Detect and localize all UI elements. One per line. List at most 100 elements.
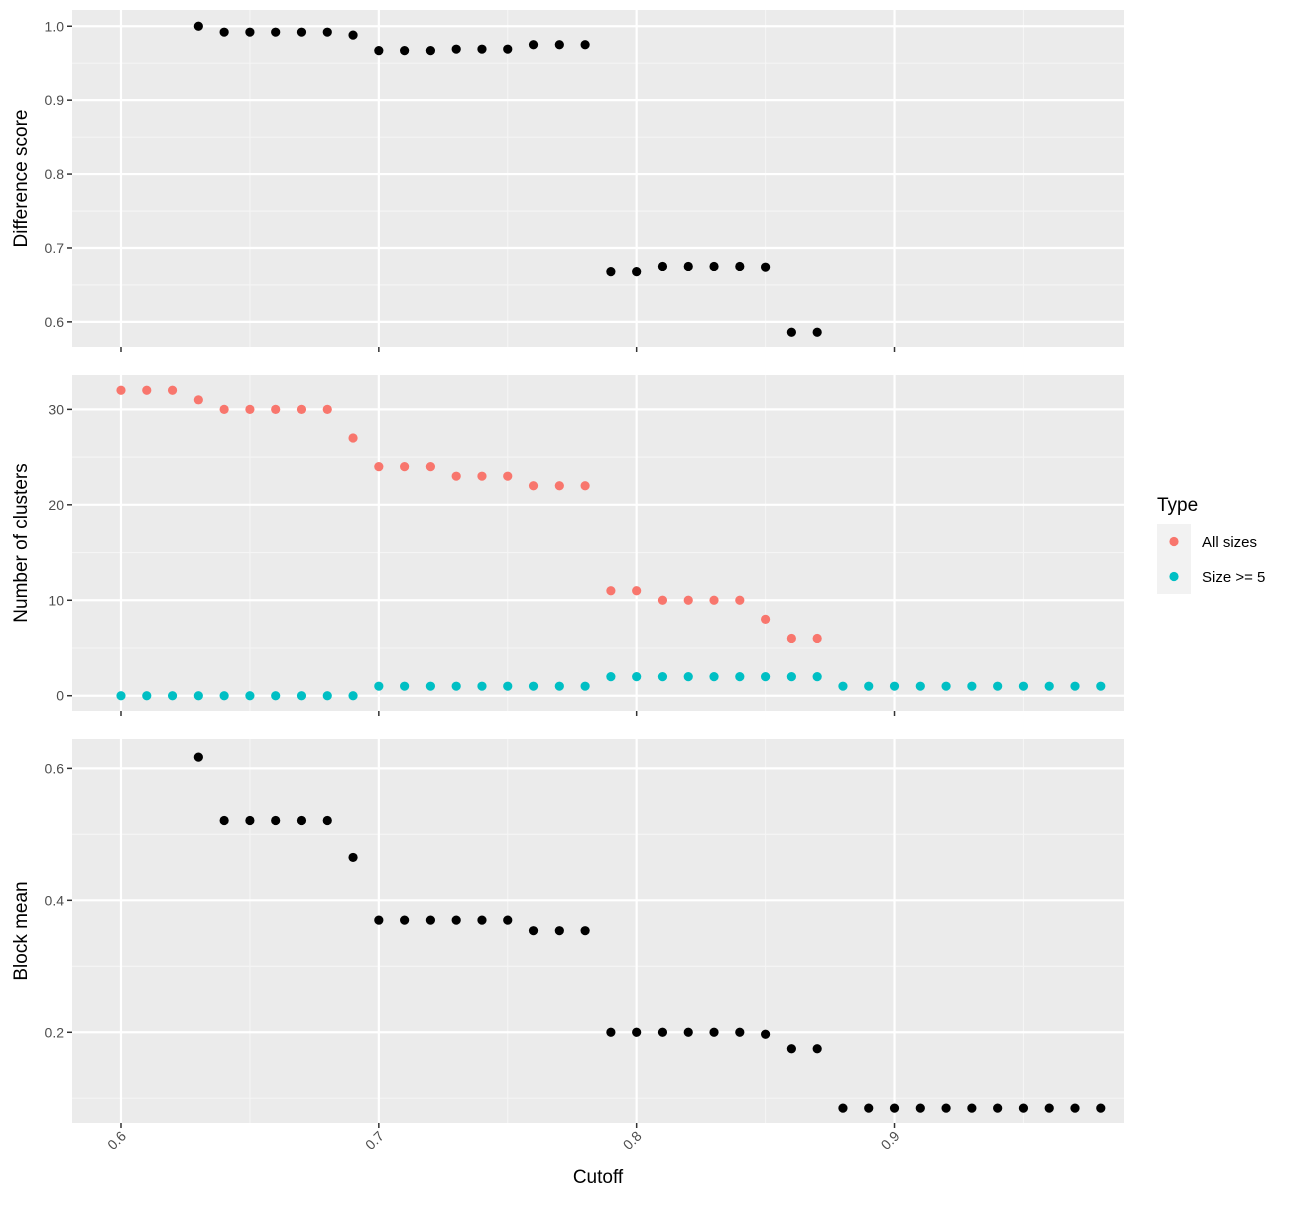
series-all-sizes — [116, 385, 822, 644]
y-tick-label: 0.2 — [45, 1024, 65, 1040]
data-point — [580, 40, 590, 50]
x-tick-label: 0.6 — [104, 1128, 129, 1153]
data-point — [296, 815, 307, 826]
legend: Type All sizes Size >= 5 — [1157, 495, 1265, 594]
data-point — [993, 681, 1003, 691]
data-point — [528, 926, 539, 936]
data-point — [167, 691, 178, 701]
data-point — [245, 404, 255, 414]
data-point — [193, 752, 203, 762]
data-point — [683, 261, 693, 272]
data-point — [838, 1103, 848, 1113]
data-point — [1044, 681, 1054, 691]
data-point — [554, 926, 564, 936]
data-point — [374, 46, 384, 56]
data-point — [709, 595, 719, 605]
data-point — [400, 462, 410, 472]
data-point — [760, 1029, 771, 1039]
data-point — [606, 1027, 616, 1037]
data-point — [348, 852, 358, 863]
data-point — [425, 915, 436, 925]
data-point — [735, 261, 745, 272]
data-point — [348, 691, 358, 701]
data-point — [967, 1103, 977, 1113]
data-point — [400, 915, 410, 925]
data-point — [503, 915, 513, 925]
data-point — [528, 681, 539, 691]
legend-label: Size >= 5 — [1202, 569, 1265, 586]
data-point — [1096, 681, 1106, 691]
legend-label: All sizes — [1202, 534, 1257, 551]
data-point — [993, 1103, 1003, 1113]
data-point — [967, 681, 977, 691]
y-axis-title: Block mean — [11, 881, 32, 980]
legend-key-dot — [1169, 536, 1179, 547]
data-point — [915, 681, 925, 691]
y-tick-label: 1.0 — [45, 18, 65, 34]
data-point — [116, 691, 126, 701]
panel-background — [72, 739, 1124, 1123]
data-point — [451, 44, 461, 54]
data-point — [245, 815, 255, 826]
data-point — [451, 471, 461, 481]
data-point — [580, 926, 590, 936]
data-point — [606, 267, 616, 277]
data-point — [1096, 1103, 1106, 1113]
data-point — [116, 385, 126, 395]
x-tick-label: 0.9 — [878, 1128, 903, 1153]
y-tick-label: 10 — [48, 592, 64, 608]
data-point — [683, 595, 693, 605]
data-point — [322, 404, 332, 414]
data-point — [477, 915, 487, 925]
data-point — [219, 404, 229, 414]
y-tick-label: 0.9 — [45, 92, 65, 108]
data-point — [296, 404, 307, 414]
data-point — [735, 672, 745, 682]
data-point — [580, 481, 590, 491]
data-point — [864, 1103, 874, 1113]
legend-title: Type — [1157, 495, 1198, 516]
data-point — [889, 1103, 900, 1113]
data-point — [425, 46, 436, 56]
data-point — [838, 681, 848, 691]
panel-1: 0.6 0.7 0.8 0.9 1.0 Difference score — [11, 10, 1124, 352]
data-point — [400, 46, 410, 56]
data-point — [915, 1103, 925, 1113]
data-point — [657, 261, 668, 272]
data-point — [709, 1027, 719, 1037]
data-point — [528, 40, 539, 50]
data-point — [657, 672, 668, 682]
data-point — [554, 40, 564, 50]
data-point — [193, 691, 203, 701]
data-point — [271, 691, 281, 701]
data-point — [348, 433, 358, 443]
data-point — [632, 672, 642, 682]
data-point — [142, 385, 152, 395]
data-point — [322, 691, 332, 701]
data-point — [735, 1027, 745, 1037]
data-point — [735, 595, 745, 605]
data-point — [167, 385, 178, 395]
data-point — [400, 681, 410, 691]
series-size-5 — [116, 672, 1106, 701]
data-point — [193, 395, 203, 405]
x-tick-label: 0.7 — [362, 1128, 387, 1153]
data-point — [683, 1027, 693, 1037]
data-point — [632, 1027, 642, 1037]
data-point — [374, 681, 384, 691]
data-point — [657, 595, 668, 605]
data-point — [425, 462, 436, 472]
data-point — [219, 815, 229, 826]
data-point — [709, 672, 719, 682]
data-point — [941, 681, 951, 691]
y-tick-label: 0.7 — [45, 240, 65, 256]
data-point — [193, 21, 203, 31]
y-tick-label: 20 — [48, 497, 64, 513]
data-point — [606, 672, 616, 682]
y-tick-label: 0.8 — [45, 166, 65, 182]
panel-background — [72, 375, 1124, 711]
data-point — [271, 27, 281, 37]
data-point — [554, 481, 564, 491]
data-point — [1044, 1103, 1054, 1113]
